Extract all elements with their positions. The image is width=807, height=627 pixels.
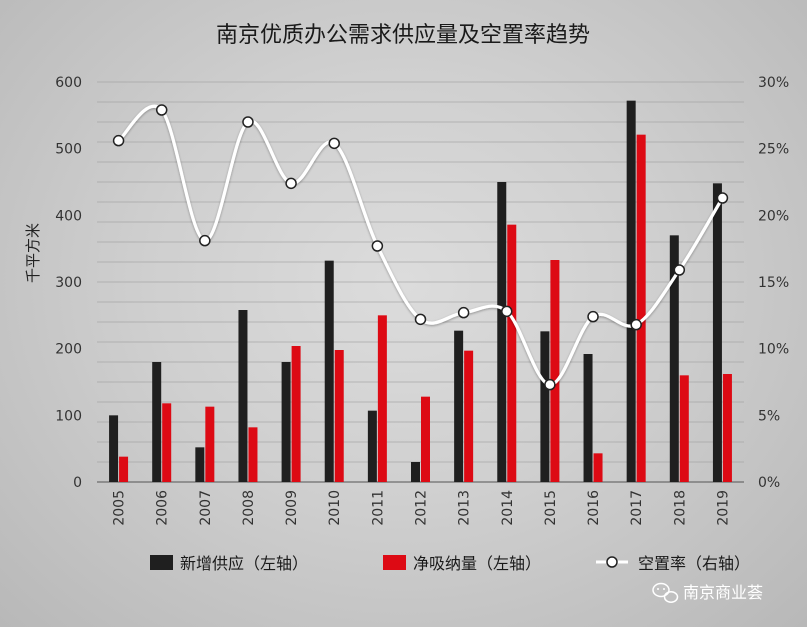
- chart-title: 南京优质办公需求供应量及空置率趋势: [216, 23, 590, 48]
- bar-net-absorption-2006: [162, 403, 172, 482]
- x-tick-label: 2008: [241, 490, 257, 526]
- x-tick-label: 2009: [284, 490, 300, 526]
- bar-net-absorption-2009: [291, 346, 301, 482]
- legend-swatch-net-absorption: [383, 555, 406, 570]
- bar-net-absorption-2010: [334, 350, 344, 482]
- bar-new-supply-2007: [195, 447, 205, 482]
- x-tick-label: 2010: [327, 490, 343, 526]
- bar-net-absorption-2019: [722, 374, 732, 482]
- vacancy-point-2016: [587, 310, 599, 323]
- x-tick-label: 2019: [715, 490, 731, 526]
- vacancy-point-2019: [716, 192, 729, 204]
- vacancy-point-2018: [673, 264, 686, 276]
- left-tick-label: 500: [55, 142, 82, 158]
- x-tick-label: 2007: [198, 490, 214, 526]
- legend-label-new-supply: 新增供应（左轴）: [180, 554, 308, 573]
- vacancy-point-2015: [544, 378, 556, 391]
- left-tick-label: 0: [73, 475, 82, 491]
- bar-new-supply-2019: [712, 183, 722, 483]
- bar-new-supply-2008: [238, 310, 248, 482]
- right-tick-label: 30%: [758, 75, 789, 91]
- bar-net-absorption-2012: [421, 396, 430, 482]
- bar-net-absorption-2015: [550, 260, 560, 482]
- bar-new-supply-2018: [669, 235, 679, 482]
- bar-new-supply-2012: [411, 462, 420, 482]
- bar-net-absorption-2018: [679, 375, 689, 482]
- bar-new-supply-2014: [497, 182, 507, 482]
- x-tick-label: 2017: [629, 490, 645, 526]
- right-axis-ticks: 0% 5% 10% 15% 20% 25% 30%: [758, 75, 789, 491]
- right-tick-label: 5%: [758, 408, 780, 424]
- left-tick-label: 100: [55, 408, 82, 424]
- wechat-icon: [652, 582, 679, 603]
- x-tick-label: 2006: [155, 490, 171, 526]
- bar-new-supply-2016: [583, 354, 593, 482]
- watermark-text: 南京商业荟: [683, 583, 763, 602]
- left-tick-label: 200: [55, 342, 82, 358]
- bar-new-supply-2013: [454, 330, 464, 482]
- bar-net-absorption-2005: [119, 456, 129, 482]
- vacancy-point-2005: [112, 134, 125, 147]
- x-tick-label: 2011: [370, 490, 386, 526]
- x-tick-label: 2013: [457, 490, 473, 526]
- bar-net-absorption-2011: [377, 315, 387, 482]
- right-tick-label: 25%: [758, 142, 789, 158]
- bar-net-absorption-2008: [248, 427, 258, 482]
- x-tick-label: 2005: [112, 490, 128, 526]
- x-tick-label: 2018: [672, 490, 688, 526]
- bar-net-absorption-2013: [464, 350, 474, 482]
- grid-lines: [97, 81, 744, 463]
- bar-net-absorption-2016: [593, 453, 603, 482]
- vacancy-point-2006: [155, 104, 168, 116]
- bar-new-supply-2005: [109, 415, 119, 482]
- left-axis-ticks: 0 100 200 300 400 500 600: [55, 75, 82, 491]
- x-tick-label: 2015: [543, 490, 559, 526]
- vacancy-point-2007: [199, 234, 211, 247]
- x-tick-label: 2016: [586, 490, 602, 526]
- bar-net-absorption-2014: [507, 224, 517, 482]
- vacancy-point-2008: [242, 116, 254, 128]
- legend-label-vacancy: 空置率（右轴）: [638, 554, 750, 573]
- vacancy-point-2017: [630, 318, 642, 331]
- legend: 新增供应（左轴） 净吸纳量（左轴） 空置率（右轴）: [150, 554, 750, 573]
- vacancy-point-2010: [328, 137, 340, 150]
- watermark: 南京商业荟: [652, 582, 763, 603]
- x-tick-label: 2014: [500, 490, 516, 526]
- vacancy-point-2014: [501, 305, 513, 318]
- legend-swatch-vacancy-marker: [606, 556, 618, 568]
- bars: [109, 100, 732, 483]
- vacancy-point-2013: [457, 306, 470, 319]
- x-axis-ticks: 2005 2006 2007 2008 2009 2010 2011 2012 2013 2014…: [112, 490, 732, 526]
- bar-net-absorption-2017: [636, 134, 646, 482]
- x-tick-label: 2012: [414, 490, 430, 526]
- legend-label-net-absorption: 净吸纳量（左轴）: [413, 554, 541, 573]
- right-tick-label: 0%: [758, 475, 780, 491]
- vacancy-point-2011: [371, 240, 384, 252]
- left-tick-label: 300: [55, 275, 82, 291]
- bar-new-supply-2011: [367, 410, 377, 482]
- left-tick-label: 400: [55, 208, 82, 224]
- left-tick-label: 600: [55, 75, 82, 91]
- bar-new-supply-2006: [152, 362, 162, 482]
- right-tick-label: 20%: [758, 208, 789, 224]
- right-tick-label: 10%: [758, 342, 789, 358]
- bar-new-supply-2010: [324, 260, 334, 482]
- vacancy-point-2009: [285, 177, 297, 190]
- legend-swatch-new-supply: [150, 555, 173, 570]
- y-axis-label: 千平方米: [24, 223, 42, 283]
- vacancy-point-2012: [414, 313, 427, 326]
- bar-net-absorption-2007: [205, 406, 215, 482]
- bar-new-supply-2017: [626, 100, 636, 483]
- bar-new-supply-2015: [540, 331, 550, 482]
- bar-new-supply-2009: [281, 362, 291, 482]
- vacancy-line-series: [112, 104, 729, 391]
- right-tick-label: 15%: [758, 275, 789, 291]
